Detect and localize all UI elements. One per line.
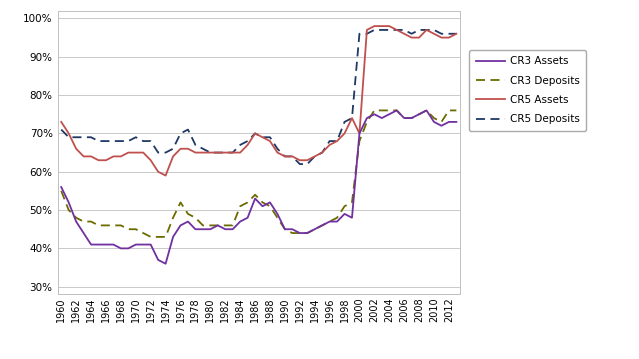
CR5 Deposits [58, 127, 65, 132]
Line: CR5 Deposits: CR5 Deposits [61, 30, 456, 164]
CR3 Assets [162, 262, 169, 266]
CR5 Assets [452, 32, 460, 36]
CR3 Deposits [296, 231, 304, 235]
CR5 Deposits [288, 154, 296, 159]
CR3 Deposits [58, 189, 65, 193]
CR5 Deposits [273, 146, 281, 151]
CR3 Deposits [371, 108, 378, 113]
CR3 Deposits [304, 231, 311, 235]
CR3 Assets [296, 231, 304, 235]
CR5 Assets [125, 150, 132, 155]
CR5 Deposits [333, 139, 341, 143]
CR5 Deposits [125, 139, 132, 143]
CR5 Deposits [304, 162, 311, 166]
CR3 Deposits [281, 227, 289, 232]
CR3 Assets [452, 120, 460, 124]
CR3 Deposits [452, 108, 460, 113]
CR3 Deposits [333, 215, 341, 220]
CR3 Assets [333, 219, 341, 224]
CR3 Assets [214, 223, 222, 228]
CR3 Assets [393, 108, 401, 113]
Line: CR3 Assets: CR3 Assets [61, 111, 456, 264]
CR5 Assets [304, 158, 311, 162]
Legend: CR3 Assets, CR3 Deposits, CR5 Assets, CR5 Deposits: CR3 Assets, CR3 Deposits, CR5 Assets, CR… [469, 50, 586, 131]
CR3 Deposits [125, 227, 132, 232]
CR3 Assets [281, 227, 289, 232]
CR3 Assets [125, 246, 132, 251]
CR5 Assets [296, 158, 304, 162]
CR5 Deposits [296, 162, 304, 166]
CR3 Deposits [214, 223, 222, 228]
CR5 Assets [333, 139, 341, 143]
CR3 Deposits [147, 235, 155, 239]
CR5 Assets [371, 24, 378, 28]
CR3 Assets [304, 231, 311, 235]
CR5 Assets [214, 150, 222, 155]
CR5 Assets [162, 173, 169, 178]
Line: CR5 Assets: CR5 Assets [61, 26, 456, 176]
CR5 Assets [281, 154, 289, 159]
CR5 Deposits [206, 150, 214, 155]
CR5 Deposits [452, 32, 460, 36]
CR5 Assets [58, 120, 65, 124]
CR3 Assets [58, 185, 65, 189]
CR5 Deposits [371, 28, 378, 32]
Line: CR3 Deposits: CR3 Deposits [61, 111, 456, 237]
